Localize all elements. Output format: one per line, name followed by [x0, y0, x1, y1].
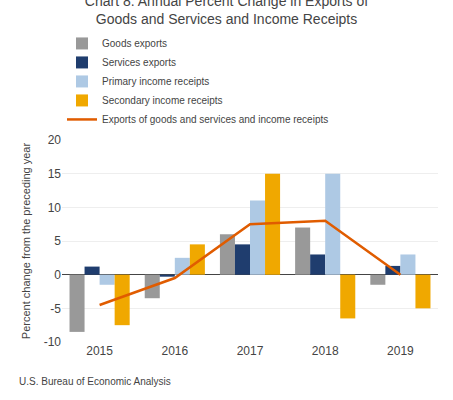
svg-text:-5: -5 — [50, 302, 61, 316]
svg-text:2019: 2019 — [387, 344, 414, 358]
svg-text:2016: 2016 — [161, 344, 188, 358]
svg-text:2015: 2015 — [86, 344, 113, 358]
svg-text:Secondary income receipts: Secondary income receipts — [102, 95, 223, 106]
svg-text:Primary income receipts: Primary income receipts — [102, 76, 209, 87]
svg-text:5: 5 — [54, 234, 61, 248]
svg-text:U.S. Bureau of Economic Analys: U.S. Bureau of Economic Analysis — [19, 376, 171, 387]
svg-text:2018: 2018 — [312, 344, 339, 358]
svg-text:Goods exports: Goods exports — [102, 38, 167, 49]
svg-text:Percent change from the preced: Percent change from the preceding year — [20, 143, 32, 340]
svg-text:Chart 8. Annual Percent Change: Chart 8. Annual Percent Change in Export… — [85, 0, 368, 27]
svg-text:15: 15 — [48, 167, 62, 181]
svg-text:Exports of goods and services: Exports of goods and services and income… — [102, 114, 328, 125]
svg-text:10: 10 — [48, 201, 62, 215]
svg-text:20: 20 — [48, 133, 62, 147]
svg-text:0: 0 — [54, 268, 61, 282]
svg-text:-10: -10 — [44, 335, 62, 349]
svg-text:2017: 2017 — [237, 344, 264, 358]
svg-text:Services exports: Services exports — [102, 57, 176, 68]
